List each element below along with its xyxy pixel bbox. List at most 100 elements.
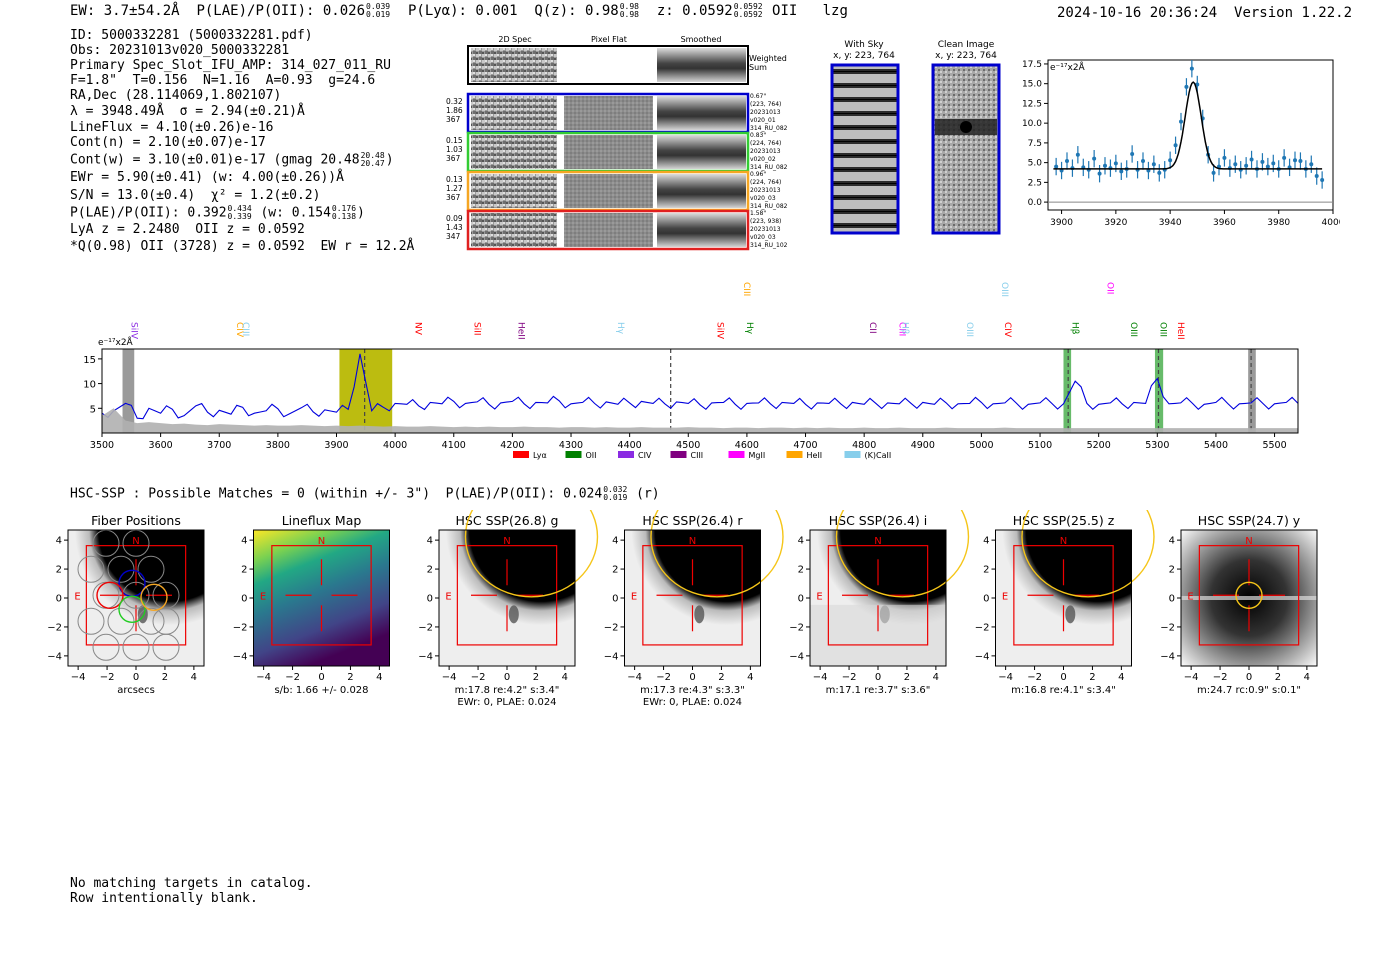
- cutout-meta: (223, 938): [750, 218, 781, 225]
- cutout-pixelflat: [564, 174, 653, 208]
- panel-x-tick-label: −2: [1027, 672, 1042, 683]
- spectrum-band: [1063, 349, 1072, 433]
- panel-title: HSC SSP(26.4) r: [642, 513, 743, 528]
- spectrum-x-tick-label: 5300: [1145, 440, 1169, 451]
- zoom-data-point: [1151, 162, 1156, 167]
- panel-galaxy: [995, 530, 1132, 666]
- zoom-data-point: [1309, 162, 1314, 167]
- zoom-x-tick-label: 4000: [1322, 218, 1340, 228]
- weighted-sum-smoothed: [657, 48, 746, 82]
- spectrum-y-tick-label: 10: [83, 380, 96, 391]
- panel-caption: m:17.8 re:4.2" s:3.4": [455, 685, 560, 696]
- spectrum-y-tick-label: 15: [83, 355, 96, 366]
- header-z-line: OII: [772, 3, 798, 19]
- zoom-data-point: [1092, 156, 1097, 161]
- cutout-meta: 0.96": [750, 171, 766, 178]
- cutout-stat: 1.03: [446, 145, 463, 154]
- zoom-data-point: [1211, 170, 1216, 175]
- cutout-meta: (224, 764): [750, 140, 781, 147]
- spectrum-x-tick-label: 4500: [676, 440, 700, 451]
- panel-fiber: Fiber Positions N E −4 −4 −2 −2 0 0 2 2 4 4 arcsecs: [47, 513, 205, 696]
- east-label: E: [445, 591, 451, 602]
- panel-caption: m:24.7 rc:0.9" s:0.1": [1197, 685, 1301, 696]
- cutout-stat: 367: [446, 154, 461, 163]
- info-contn: Cont(n) = 2.10(±0.07)e-17: [70, 135, 266, 150]
- clean-image: [931, 63, 1001, 235]
- cutout-meta: v020_03: [750, 234, 776, 241]
- zoom-x-tick-label: 3960: [1213, 218, 1236, 228]
- panel-x-tick-label: −2: [1213, 672, 1228, 683]
- header-ew: EW: 3.7±54.2Å: [70, 3, 180, 19]
- panel-y-tick-label: −2: [233, 622, 248, 633]
- spectrum-highlight-region: [339, 349, 393, 433]
- panel-x-tick-label: 4: [562, 672, 568, 683]
- panel-x-tick-label: −4: [256, 672, 271, 683]
- panel-y-tick-label: −4: [418, 651, 433, 662]
- plae2-lo: 0.339: [227, 212, 252, 221]
- zoom-data-point: [1195, 82, 1200, 87]
- panel-x-tick-label: 4: [1118, 672, 1124, 683]
- contw-hi: 20.48: [360, 151, 385, 160]
- legend-swatch: [618, 451, 634, 458]
- cutout-meta: 314_RU_102: [750, 242, 788, 249]
- north-label: N: [1245, 536, 1252, 547]
- spectral-line-label: OII: [1105, 282, 1115, 294]
- cutout-stat: 0.09: [446, 214, 463, 223]
- panel-x-tick-label: 2: [718, 672, 724, 683]
- zoom-data-point: [1075, 152, 1080, 157]
- aperture-box: [271, 545, 372, 646]
- info-primary: Primary Spec_Slot_IFU_AMP: 314_027_011_R…: [70, 58, 391, 73]
- east-label: E: [74, 591, 80, 602]
- panel-caption: m:16.8 re:4.1" s:3.4": [1011, 685, 1116, 696]
- spectrum-x-tick-label: 3800: [266, 440, 290, 451]
- east-label: E: [260, 591, 266, 602]
- spectrum-x-tick-label: 4300: [559, 440, 583, 451]
- zoom-data-point: [1271, 161, 1276, 166]
- info-fparams: F=1.8" T=0.156 N=1.16 A=0.93 g=24.6: [70, 73, 376, 88]
- panel-x-tick-label: −4: [998, 672, 1013, 683]
- zoom-y-tick-label: 5.0: [1028, 159, 1043, 169]
- panel-source-blob: [1065, 605, 1076, 624]
- panel-title: Lineflux Map: [282, 513, 362, 528]
- zoom-data-point: [1282, 155, 1287, 160]
- imaging-panels: Fiber Positions N E −4 −4 −2 −2 0 0 2 2 4 4 arcsecs Li…: [47, 510, 1318, 708]
- zoom-data-point: [1298, 159, 1303, 164]
- panel-y-tick-label: −2: [975, 622, 990, 633]
- zoom-data-point: [1065, 159, 1069, 164]
- cutout-stat: 1.27: [446, 184, 463, 193]
- spectral-line-label: OIII: [1157, 322, 1167, 337]
- panel-x-tick-label: 4: [191, 672, 197, 683]
- galaxy-ellipse: [464, 510, 599, 598]
- fiber-circle: [107, 607, 135, 635]
- panel-y-tick-label: 0: [612, 594, 618, 605]
- contw-lo: 20.47: [360, 159, 385, 168]
- panel-x-tick-label: 4: [376, 672, 382, 683]
- info-plae: P(LAE)/P(OII): 0.392 0.434 0.339 (w: 0.154…: [70, 205, 365, 221]
- panel-y-tick-label: 2: [427, 565, 433, 576]
- cutout-meta: 20231013: [750, 148, 781, 155]
- east-label: E: [816, 591, 822, 602]
- zoom-data-point: [1244, 163, 1249, 168]
- panel-title: HSC SSP(25.5) z: [1013, 513, 1115, 528]
- zoom-y-tick-label: 15.0: [1022, 80, 1042, 90]
- info-id: ID: 5000332281 (5000332281.pdf): [70, 28, 313, 43]
- legend-label: (K)CaII: [865, 451, 892, 460]
- weighted-sum-label: Weighted Sum: [749, 54, 787, 72]
- panel-x-tick-label: 4: [933, 672, 939, 683]
- plae2-hi: 0.434: [227, 204, 252, 213]
- spectral-line-label: OIII: [964, 322, 974, 337]
- cutout-pixelflat: [564, 96, 653, 130]
- cutout-stat: 0.32: [446, 97, 463, 106]
- clean-title: Clean Image: [938, 40, 995, 50]
- spectrum-x-tick-label: 4600: [735, 440, 759, 451]
- spectrum-x-tick-label: 5500: [1262, 440, 1286, 451]
- spectral-line-label: SiIV: [128, 322, 138, 340]
- full-spectrum-chart: 3500 3600 3700 3800 3900 4000 4100 4200 4300 4400…: [83, 282, 1299, 460]
- panel-galaxy: [624, 530, 761, 666]
- legend-label: CIV: [638, 451, 652, 460]
- fiber-highlight-green: [118, 595, 146, 623]
- spectrum-x-tick-label: 3600: [149, 440, 173, 451]
- zoom-y-tick-label: 0.0: [1028, 198, 1043, 208]
- panel-caption: m:17.1 re:3.7" s:3.6": [826, 685, 931, 696]
